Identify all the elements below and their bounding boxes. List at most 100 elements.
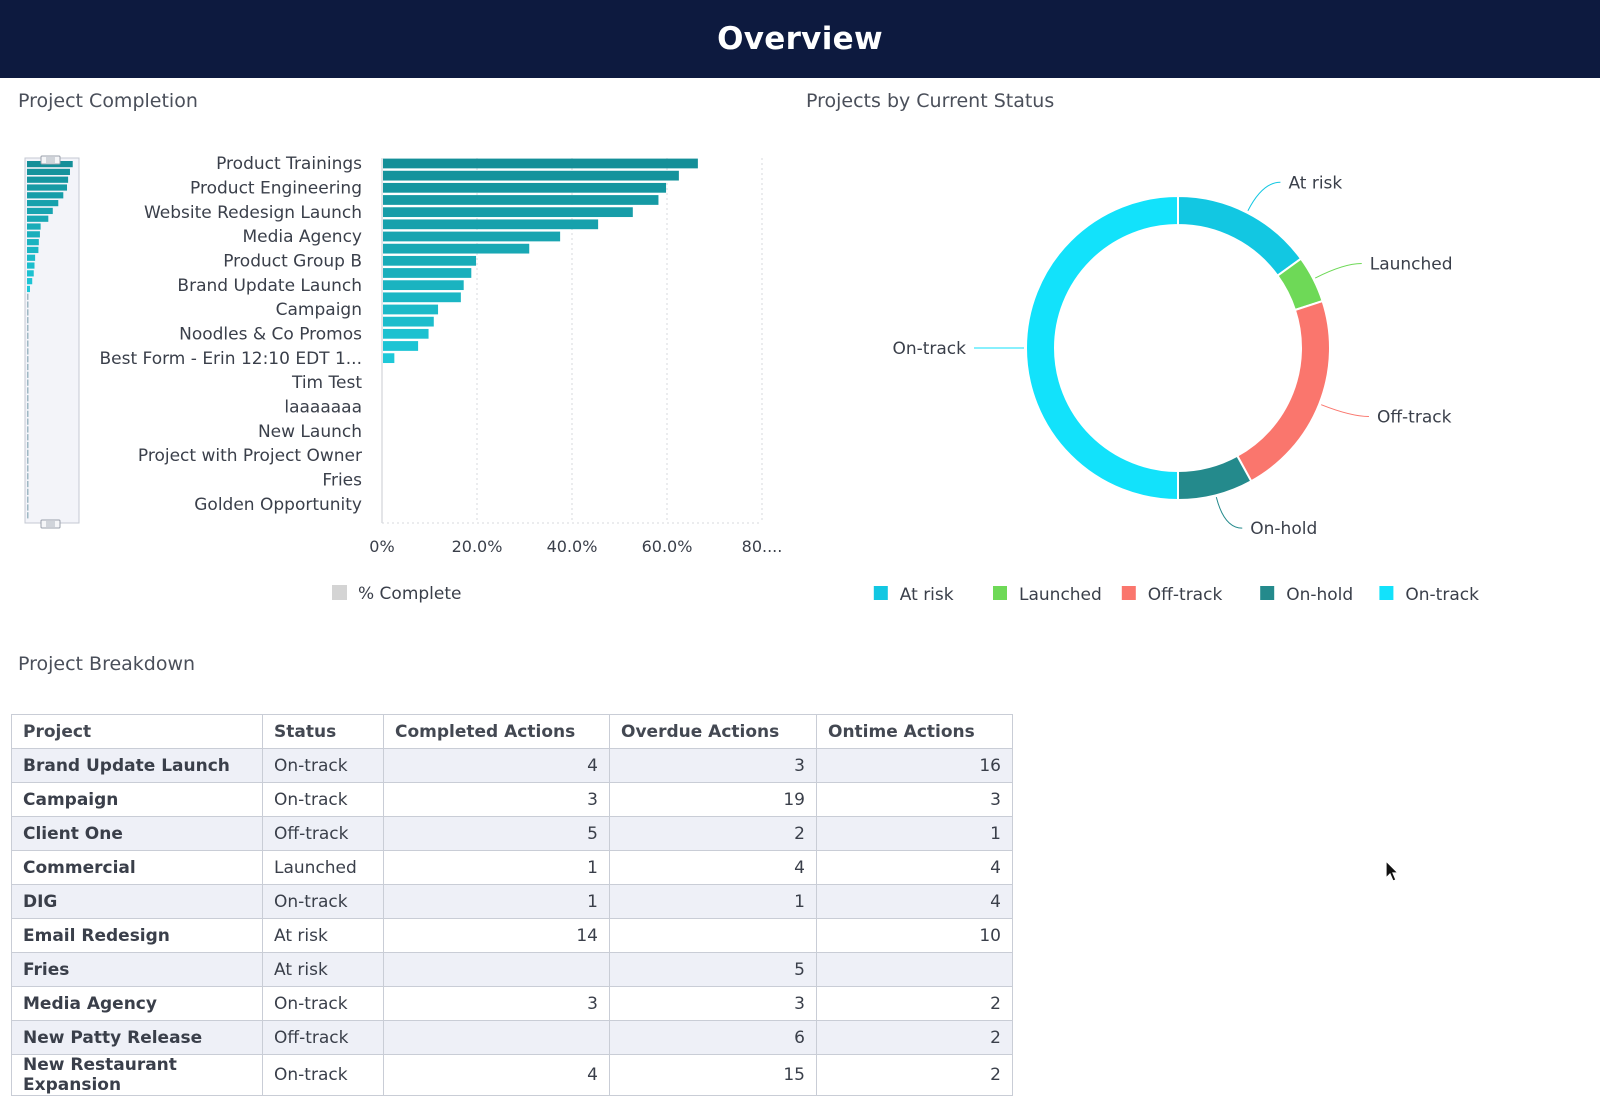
cell-ontime: 16 xyxy=(816,748,1013,783)
legend-label: Launched xyxy=(1019,585,1102,605)
completion-bar[interactable] xyxy=(383,219,599,230)
navigator-bar xyxy=(27,168,70,176)
completion-bar[interactable] xyxy=(383,207,633,218)
navigator-bar xyxy=(27,363,29,371)
legend-item[interactable]: Off-track xyxy=(1121,585,1223,605)
table-header-row: Project Status Completed Actions Overdue… xyxy=(11,714,1013,749)
cell-ontime: 2 xyxy=(816,986,1013,1021)
column-header-project[interactable]: Project xyxy=(11,714,263,749)
completion-bar[interactable] xyxy=(383,195,659,205)
completion-bar[interactable] xyxy=(383,353,395,364)
category-label: Media Agency xyxy=(242,227,362,247)
navigator-bar xyxy=(27,231,40,238)
table-row[interactable]: Fries At risk 5 xyxy=(11,952,1013,987)
legend-item[interactable]: At risk xyxy=(873,585,954,605)
chart-x-ticks: 0% 20.0% 40.0% 60.0% 80.... xyxy=(369,537,782,556)
navigator-bar xyxy=(27,457,29,464)
legend-item[interactable]: On-hold xyxy=(1260,585,1353,605)
category-label: Golden Opportunity xyxy=(194,495,362,515)
completion-bar[interactable] xyxy=(383,341,419,351)
category-label: Best Form - Erin 12:10 EDT 1... xyxy=(100,349,363,369)
navigator-bar xyxy=(27,207,53,215)
column-header-completed-actions[interactable]: Completed Actions xyxy=(383,714,610,749)
cell-overdue: 19 xyxy=(609,782,817,817)
completion-bar[interactable] xyxy=(383,231,561,242)
legend-percent-complete[interactable]: % Complete xyxy=(332,584,462,604)
navigator-bar xyxy=(27,512,29,519)
legend-item[interactable]: Launched xyxy=(993,585,1102,605)
navigator-bar xyxy=(27,324,29,332)
column-header-status[interactable]: Status xyxy=(262,714,384,749)
legend-swatch xyxy=(1379,586,1394,600)
column-header-ontime-actions[interactable]: Ontime Actions xyxy=(816,714,1013,749)
cell-overdue: 3 xyxy=(609,986,817,1021)
completion-bar[interactable] xyxy=(383,158,698,169)
chart-navigator[interactable] xyxy=(24,155,80,529)
table-row[interactable]: DIG On-track 1 1 4 xyxy=(11,884,1013,919)
legend-label-percent-complete: % Complete xyxy=(358,584,462,604)
cell-ontime: 10 xyxy=(816,918,1013,953)
cell-overdue xyxy=(609,918,817,953)
navigator-bar xyxy=(27,262,35,269)
category-label: New Launch xyxy=(258,422,362,442)
table-row[interactable]: Campaign On-track 3 19 3 xyxy=(11,782,1013,817)
donut-connector xyxy=(1321,404,1369,417)
navigator-bar xyxy=(27,309,29,316)
cell-ontime: 4 xyxy=(816,850,1013,885)
navigator-bar xyxy=(27,184,68,191)
cell-status: On-track xyxy=(262,986,384,1021)
navigator-bar xyxy=(27,246,39,254)
legend-item[interactable]: On-track xyxy=(1379,585,1479,605)
table-row[interactable]: Client One Off-track 5 2 1 xyxy=(11,816,1013,851)
navigator-bar xyxy=(27,426,29,433)
cell-overdue: 15 xyxy=(609,1054,817,1096)
table-row[interactable]: New Restaurant Expansion On-track 4 15 2 xyxy=(11,1054,1013,1096)
cell-completed: 3 xyxy=(383,986,610,1021)
cell-status: At risk xyxy=(262,952,384,987)
completion-bar[interactable] xyxy=(383,328,429,339)
navigator-bar xyxy=(27,192,64,199)
completion-bar[interactable] xyxy=(383,243,530,254)
completion-bar[interactable] xyxy=(383,170,679,181)
navigator-bar xyxy=(27,356,29,363)
completion-bar[interactable] xyxy=(383,280,464,291)
donut-slice-label: On-hold xyxy=(1250,519,1317,539)
cell-overdue: 2 xyxy=(609,816,817,851)
cell-status: Off-track xyxy=(262,1020,384,1055)
donut-slice[interactable] xyxy=(1025,194,1179,502)
cell-status: On-track xyxy=(262,782,384,817)
legend-swatch xyxy=(1121,586,1136,600)
navigator-bar xyxy=(27,301,29,308)
donut-slice[interactable] xyxy=(1177,194,1303,278)
category-label: Product Group B xyxy=(223,251,362,271)
completion-bar[interactable] xyxy=(383,255,477,266)
category-label: Tim Test xyxy=(291,373,362,393)
completion-bar[interactable] xyxy=(383,304,439,315)
table-row[interactable]: New Patty Release Off-track 6 2 xyxy=(11,1020,1013,1055)
cell-project: Email Redesign xyxy=(11,918,263,953)
navigator-bar xyxy=(27,465,29,472)
table-row[interactable]: Brand Update Launch On-track 4 3 16 xyxy=(11,748,1013,783)
donut-slice[interactable] xyxy=(1177,454,1253,502)
cell-status: On-track xyxy=(262,748,384,783)
cell-project: DIG xyxy=(11,884,263,919)
completion-bar[interactable] xyxy=(383,268,472,278)
cell-project: Fries xyxy=(11,952,263,987)
completion-bar[interactable] xyxy=(383,182,667,193)
table-row[interactable]: Commercial Launched 1 4 4 xyxy=(11,850,1013,885)
completion-bar[interactable] xyxy=(383,292,461,303)
donut-slice[interactable] xyxy=(1235,299,1331,483)
cell-completed: 4 xyxy=(383,748,610,783)
navigator-bar xyxy=(27,223,41,230)
navigator-bar xyxy=(27,293,29,300)
navigator-bar xyxy=(27,285,30,293)
completion-bar[interactable] xyxy=(383,316,434,327)
navigator-bar xyxy=(27,371,29,378)
navigator-bar xyxy=(27,254,36,261)
table-row[interactable]: Email Redesign At risk 14 10 xyxy=(11,918,1013,953)
cell-status: On-track xyxy=(262,884,384,919)
legend-label: On-hold xyxy=(1286,585,1353,605)
breakdown-table: Project Status Completed Actions Overdue… xyxy=(11,714,1013,1096)
column-header-overdue-actions[interactable]: Overdue Actions xyxy=(609,714,817,749)
table-row[interactable]: Media Agency On-track 3 3 2 xyxy=(11,986,1013,1021)
